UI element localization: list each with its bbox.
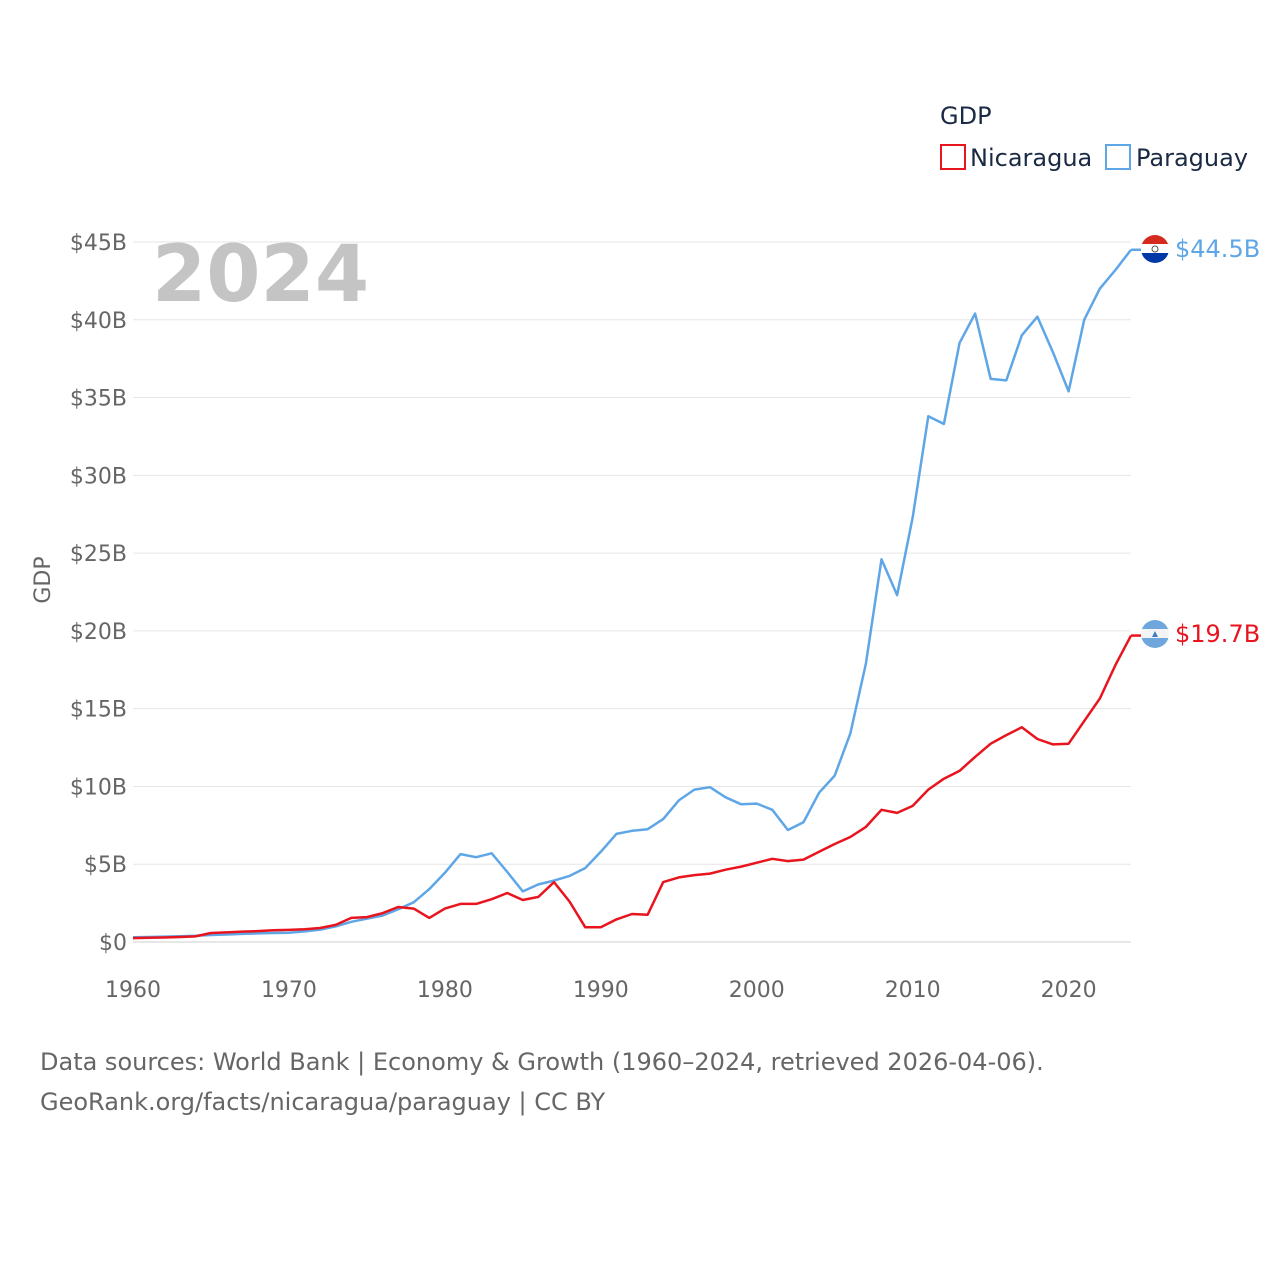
legend-title: GDP <box>940 102 992 130</box>
x-tick-label: 1980 <box>417 978 473 1003</box>
y-tick-label: $35B <box>70 387 127 412</box>
paraguay-end-marker: $44.5B <box>1141 235 1260 263</box>
footer: Data sources: World Bank | Economy & Gro… <box>40 1042 1240 1122</box>
y-tick-label: $5B <box>84 853 127 878</box>
legend-swatch-paraguay[interactable] <box>1105 144 1131 170</box>
nicaragua-end-marker: $19.7B <box>1141 620 1260 648</box>
y-tick-label: $15B <box>70 698 127 723</box>
series-line-nicaragua[interactable] <box>132 635 1133 940</box>
x-axis-ticks: 1960 1970 1980 1990 2000 2010 2020 <box>105 978 1097 1003</box>
legend-label-nicaragua[interactable]: Nicaragua <box>970 144 1092 172</box>
y-axis-title: GDP <box>31 556 56 603</box>
x-tick-label: 2020 <box>1041 978 1097 1003</box>
y-tick-label: $0 <box>99 931 127 956</box>
x-tick-label: 2010 <box>885 978 941 1003</box>
data-sources-text: Data sources: World Bank | Economy & Gro… <box>40 1048 1044 1076</box>
x-tick-label: 2000 <box>729 978 785 1003</box>
legend: GDP Nicaragua Paraguay <box>940 102 1248 172</box>
y-axis-ticks: $0 $5B $10B $15B $20B $25B $30B $35B $40B $45B <box>70 231 127 956</box>
x-tick-label: 1990 <box>573 978 629 1003</box>
series-line-paraguay[interactable] <box>132 249 1132 939</box>
y-tick-label: $30B <box>70 464 127 489</box>
nicaragua-end-value: $19.7B <box>1175 620 1260 648</box>
paraguay-flag-icon <box>1141 235 1169 263</box>
x-tick-label: 1970 <box>261 978 317 1003</box>
legend-swatch-nicaragua[interactable] <box>940 144 966 170</box>
legend-label-paraguay[interactable]: Paraguay <box>1136 144 1248 172</box>
y-tick-label: $20B <box>70 620 127 645</box>
y-tick-label: $45B <box>70 231 127 256</box>
nicaragua-flag-icon <box>1141 620 1169 648</box>
y-tick-label: $25B <box>70 542 127 567</box>
y-tick-label: $40B <box>70 309 127 334</box>
y-tick-label: $10B <box>70 775 127 800</box>
attribution-text: GeoRank.org/facts/nicaragua/paraguay | C… <box>40 1088 606 1116</box>
x-tick-label: 1960 <box>105 978 161 1003</box>
grid <box>133 241 1131 943</box>
paraguay-end-value: $44.5B <box>1175 235 1260 263</box>
series-lines <box>132 248 1141 940</box>
year-label: 2024 <box>152 230 369 320</box>
